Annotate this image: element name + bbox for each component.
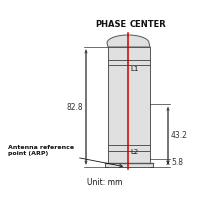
Text: 43.2: 43.2 [171,131,188,140]
Polygon shape [107,35,150,47]
Text: L2: L2 [130,149,138,155]
Text: PHASE: PHASE [95,20,126,29]
Text: CENTER: CENTER [130,20,167,29]
Text: 5.8: 5.8 [171,158,183,167]
Text: 82.8: 82.8 [66,102,83,112]
Text: L1: L1 [130,66,138,72]
Polygon shape [108,47,150,163]
Text: Unit: mm: Unit: mm [87,178,123,187]
Polygon shape [105,163,153,167]
Text: Antenna reference
point (ARP): Antenna reference point (ARP) [8,145,122,167]
